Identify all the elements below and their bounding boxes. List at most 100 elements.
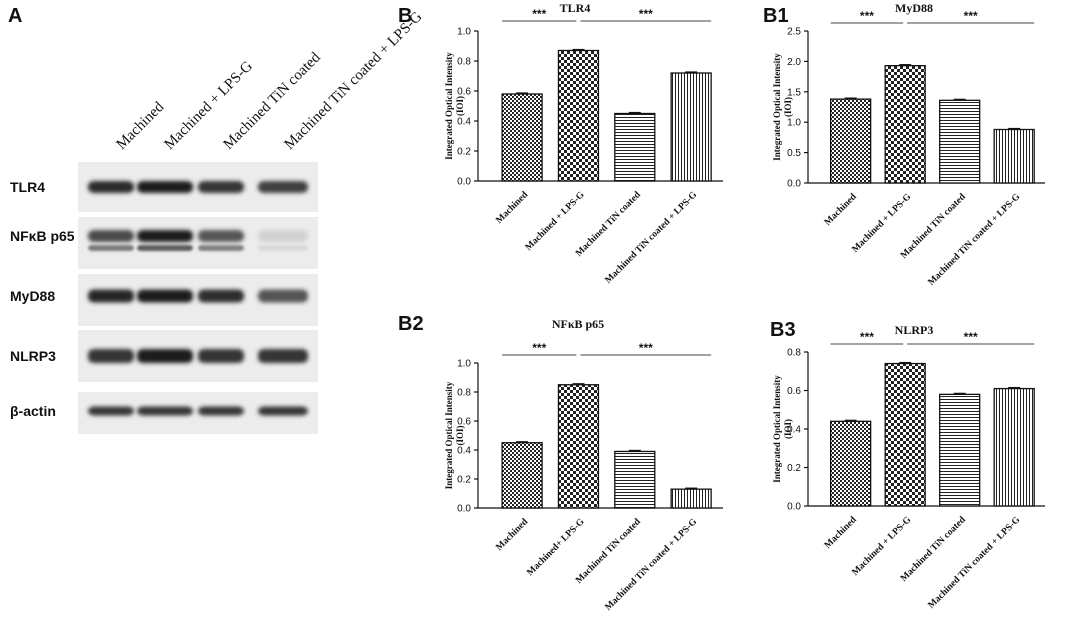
protein-rows: TLR4 NFκB p65 MyD88 NLRP3 β-actin [10, 162, 318, 434]
significance-label: *** [860, 9, 874, 23]
bar [670, 488, 712, 509]
bar-chart-b1: B1 MyD88 Integrated Optical Intensity(IOI)… [763, 1, 1045, 288]
chart-title: NLRP3 [895, 323, 934, 337]
blot-band [258, 289, 308, 303]
category-label: Machined + LPS-G [851, 515, 914, 578]
y-tick-label: 0.8 [457, 57, 471, 68]
bar [670, 72, 712, 182]
category-label: Machined [494, 190, 530, 226]
blot-membrane [78, 217, 318, 269]
protein-label: NFκB p65 [10, 228, 75, 244]
y-tick-label: 0.6 [457, 417, 471, 428]
panel-label: B [398, 5, 412, 27]
y-tick-label: 0.4 [457, 117, 471, 128]
bar-chart-b3: B3 NLRP3 Integrated Optical Intensity(IOI)… [770, 319, 1045, 611]
y-axis-label: Integrated Optical Intensity(IOI) [444, 52, 465, 160]
bar [614, 450, 656, 509]
blot-band [88, 289, 134, 303]
chart-title: NFκB p65 [552, 317, 604, 331]
significance-label: *** [639, 7, 653, 21]
panel-label-a: A [8, 5, 22, 27]
blot-band [198, 289, 244, 303]
protein-label: NLRP3 [10, 348, 56, 364]
y-tick-label: 0.8 [787, 348, 801, 359]
category-label: Machined TiN coated + LPS-G [927, 515, 1023, 611]
y-tick-label: 0.0 [787, 502, 801, 513]
category-label: Machined TiN coated + LPS-G [927, 192, 1023, 288]
bar-chart-b2: B2 NFκB p65 Integrated Optical Intensity(I… [398, 313, 723, 613]
blot-band [137, 349, 193, 363]
blot-band [88, 406, 134, 416]
blot-band [258, 406, 308, 416]
category-label: Machined + LPS-G [524, 190, 587, 253]
y-tick-label: 0.6 [787, 386, 801, 397]
chart-title: TLR4 [560, 1, 591, 15]
blot-band [137, 406, 193, 416]
category-label: Machined [823, 192, 859, 228]
panel-label: B3 [770, 319, 796, 341]
y-tick-label: 1.0 [457, 359, 471, 370]
category-label: Machined + LPS-G [851, 192, 914, 255]
bar [939, 99, 981, 184]
bar [614, 112, 656, 182]
blot-band [88, 349, 134, 363]
blot-band [198, 349, 244, 363]
y-tick-label: 1.5 [787, 87, 801, 98]
protein-label: TLR4 [10, 179, 45, 195]
bar [501, 93, 543, 182]
bar [501, 442, 543, 509]
y-tick-label: 0.2 [457, 147, 471, 158]
blot-row: NLRP3 [10, 330, 318, 382]
bar [993, 387, 1035, 507]
blot-row: MyD88 [10, 274, 318, 326]
y-tick-label: 0.0 [457, 504, 471, 515]
bar [557, 384, 600, 509]
panel-label: B2 [398, 313, 424, 335]
blot-band [198, 181, 244, 193]
y-tick-label: 0.0 [787, 179, 801, 190]
bar [557, 49, 600, 182]
y-tick-label: 0.2 [457, 475, 471, 486]
blot-band [88, 230, 134, 242]
y-tick-label: 1.0 [457, 27, 471, 38]
significance-label: *** [964, 330, 978, 344]
y-tick-label: 0.2 [787, 463, 801, 474]
y-tick-label: 0.6 [457, 87, 471, 98]
bar [884, 362, 926, 507]
y-tick-label: 1.0 [787, 118, 801, 129]
significance-label: *** [964, 9, 978, 23]
bar [830, 98, 872, 184]
blot-band [258, 230, 308, 242]
blot-band [88, 181, 134, 193]
y-tick-label: 0.0 [457, 177, 471, 188]
bar [993, 128, 1035, 184]
blot-band [137, 181, 193, 193]
protein-label: MyD88 [10, 288, 55, 304]
blot-band [198, 406, 244, 416]
y-axis-label: Integrated Optical Intensity(IOI) [444, 381, 465, 489]
y-tick-label: 0.4 [787, 425, 801, 436]
blot-row: β-actin [10, 392, 318, 434]
lane-label: Machined [114, 99, 168, 153]
blot-band [258, 349, 308, 363]
y-tick-label: 2.0 [787, 57, 801, 68]
panel-label: B1 [763, 5, 789, 27]
y-tick-label: 0.5 [787, 148, 801, 159]
protein-label: β-actin [10, 403, 56, 419]
blot-band [137, 289, 193, 303]
lane-label: Machined TiN coated [221, 49, 325, 153]
blot-row: NFκB p65 [10, 217, 318, 269]
blot-band [258, 181, 308, 193]
significance-label: *** [639, 341, 653, 355]
y-tick-label: 0.4 [457, 446, 471, 457]
bar [939, 393, 981, 507]
y-tick-label: 0.8 [457, 388, 471, 399]
blot-band-secondary [88, 245, 134, 251]
category-label: Machined [823, 515, 859, 551]
bar [830, 420, 872, 507]
category-label: Machined [494, 517, 530, 553]
category-label: Machined TiN coated + LPS-G [604, 190, 700, 286]
